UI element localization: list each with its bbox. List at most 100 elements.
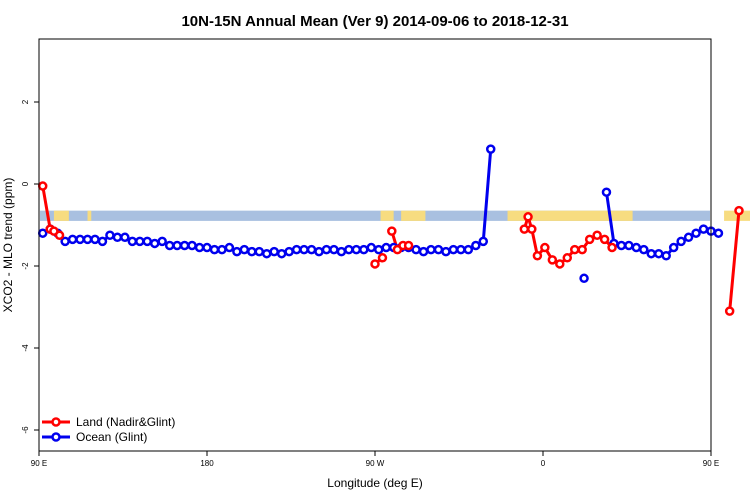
x-tick-label: 90 E bbox=[703, 459, 719, 468]
series-1-point bbox=[344, 244, 354, 255]
series-1-point bbox=[485, 144, 496, 154]
series-1-point bbox=[232, 246, 242, 257]
series-1-point bbox=[601, 187, 612, 197]
series-1-point bbox=[127, 236, 138, 247]
series-1-point bbox=[209, 244, 220, 255]
series-0-point bbox=[403, 240, 414, 251]
series-1-point bbox=[187, 240, 197, 251]
y-axis-label: XCO2 - MLO trend (ppm) bbox=[1, 178, 15, 313]
series-1-point bbox=[67, 234, 78, 245]
series-0-point bbox=[569, 244, 580, 255]
series-1-point bbox=[82, 234, 93, 245]
series-0-point bbox=[54, 230, 65, 240]
series-1-point bbox=[291, 244, 302, 255]
series-1-point bbox=[698, 224, 709, 234]
series-1-point bbox=[321, 244, 332, 255]
series-0-point bbox=[592, 230, 602, 240]
series-1-point bbox=[668, 242, 679, 253]
series-1-point bbox=[579, 273, 589, 284]
series-1-point bbox=[261, 248, 272, 259]
series-1-point bbox=[426, 244, 436, 255]
series-0-point bbox=[555, 259, 565, 269]
series-1-point bbox=[351, 244, 362, 255]
series-1-point bbox=[75, 234, 85, 245]
series-0-point bbox=[607, 242, 617, 253]
series-1-point bbox=[120, 232, 130, 243]
series-0-point bbox=[37, 181, 48, 191]
y-tick-label: -4 bbox=[21, 344, 30, 352]
strip-land-2 bbox=[380, 210, 394, 221]
series-1-point bbox=[366, 242, 377, 253]
series-1-point bbox=[329, 244, 339, 255]
series-1-point bbox=[336, 246, 347, 257]
series-1-point bbox=[217, 244, 227, 255]
legend-ocean-label: Ocean (Glint) bbox=[76, 430, 147, 444]
series-1-point bbox=[164, 240, 175, 251]
series-1-point bbox=[463, 244, 474, 255]
strip-land-0 bbox=[53, 210, 69, 221]
series-1-point bbox=[646, 248, 657, 259]
series-1-point bbox=[639, 244, 649, 255]
x-axis-ticks: 90 E 180 90 W 0 90 E bbox=[31, 451, 719, 468]
series-1-point bbox=[37, 228, 48, 238]
series-1-point bbox=[441, 246, 451, 257]
legend-land-marker bbox=[51, 417, 61, 427]
series-1-point bbox=[713, 228, 724, 238]
strip-land-3 bbox=[401, 210, 426, 221]
legend-ocean-marker bbox=[51, 432, 61, 442]
x-tick-label: 180 bbox=[200, 459, 214, 468]
y-tick-label: -2 bbox=[21, 262, 30, 270]
y-tick-label: 2 bbox=[21, 99, 30, 104]
series-1-point bbox=[135, 236, 145, 247]
series-1-point bbox=[683, 232, 694, 243]
strip-ocean bbox=[40, 210, 710, 221]
series-0-point bbox=[540, 242, 550, 253]
series-1-point bbox=[105, 230, 115, 240]
series-1-point bbox=[631, 242, 642, 253]
series-0-point bbox=[370, 259, 380, 269]
series-1-point bbox=[616, 240, 627, 251]
series-1-point bbox=[202, 242, 212, 253]
series-1-point bbox=[97, 236, 108, 247]
series-1-point bbox=[157, 236, 167, 247]
series-1-point bbox=[653, 248, 664, 259]
series-1-point bbox=[142, 236, 153, 247]
series-0-point bbox=[519, 224, 530, 234]
series-1-point bbox=[448, 244, 459, 255]
series-0-point bbox=[387, 226, 397, 236]
legend-land-label: Land (Nadir&Glint) bbox=[76, 415, 175, 429]
x-axis-label: Longitude (deg E) bbox=[327, 476, 422, 490]
series-1-point bbox=[676, 236, 686, 247]
series-0-point bbox=[584, 234, 595, 245]
series-0-point bbox=[724, 306, 735, 316]
series-0-point bbox=[547, 255, 558, 265]
series-0-point bbox=[532, 251, 543, 261]
series-1-point bbox=[478, 236, 489, 247]
series-1-point bbox=[112, 232, 123, 243]
series-1-point bbox=[411, 244, 421, 255]
map-strip bbox=[40, 210, 750, 221]
series-1-point bbox=[194, 242, 205, 253]
series-1-point bbox=[359, 244, 369, 255]
series-1-point bbox=[90, 234, 100, 245]
series-1-point bbox=[172, 240, 182, 251]
series-1-point bbox=[691, 228, 701, 238]
series-points bbox=[37, 144, 744, 316]
series-0-point bbox=[599, 234, 610, 245]
series-0-point bbox=[523, 212, 533, 222]
x-tick-label: 0 bbox=[541, 459, 546, 468]
series-1-point bbox=[224, 242, 235, 253]
y-tick-label: -6 bbox=[21, 426, 30, 434]
series-0-point bbox=[562, 253, 573, 263]
series-1-point bbox=[624, 240, 634, 251]
chart-title: 10N-15N Annual Mean (Ver 9) 2014-09-06 t… bbox=[181, 13, 568, 30]
strip-land-4 bbox=[507, 210, 633, 221]
series-0-point bbox=[527, 224, 537, 234]
series-1-point bbox=[471, 240, 481, 251]
x-tick-label: 90 E bbox=[31, 459, 47, 468]
x-tick-label: 90 W bbox=[366, 459, 385, 468]
series-1-point bbox=[60, 236, 70, 247]
series-1-point bbox=[179, 240, 190, 251]
series-1-point bbox=[276, 248, 287, 259]
